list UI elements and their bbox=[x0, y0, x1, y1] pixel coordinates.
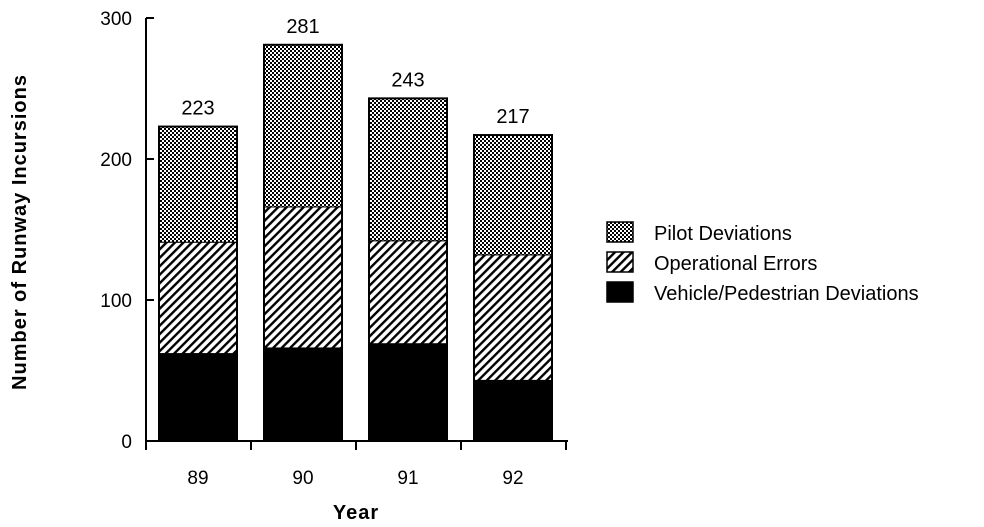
bar-segment-operational-errors bbox=[368, 240, 448, 345]
x-ticks: 89 90 91 92 bbox=[145, 441, 567, 489]
bar-outline bbox=[368, 97, 448, 443]
y-tick-label: 300 bbox=[100, 9, 132, 30]
bar-total-label: 243 bbox=[391, 69, 424, 91]
y-tick-label: 200 bbox=[100, 150, 132, 171]
legend: Pilot Deviations Operational Errors Vehicl… bbox=[606, 221, 919, 305]
bar-total-label: 217 bbox=[496, 106, 529, 128]
bar-outline bbox=[158, 125, 238, 442]
x-tick-label: 92 bbox=[502, 468, 523, 489]
legend-item: Vehicle/Pedestrian Deviations bbox=[606, 281, 919, 305]
bar-total-labels: 223 281 243 217 bbox=[181, 16, 529, 128]
bar-stack-92 bbox=[473, 134, 553, 442]
y-ticks: 0 100 200 300 bbox=[100, 9, 154, 453]
x-axis-title: Year bbox=[333, 502, 379, 524]
legend-swatch bbox=[606, 251, 634, 273]
bar-segment-operational-errors bbox=[473, 254, 553, 381]
bar-total-label: 223 bbox=[181, 98, 214, 120]
bar-total-label: 281 bbox=[286, 16, 319, 38]
bars bbox=[158, 43, 553, 443]
legend-label: Vehicle/Pedestrian Deviations bbox=[654, 283, 919, 305]
bar-stack-90 bbox=[263, 43, 343, 442]
bar-segment-pilot-deviations bbox=[368, 97, 448, 242]
legend-label: Operational Errors bbox=[654, 253, 817, 275]
bar-segment-operational-errors bbox=[158, 241, 238, 355]
bar-segment-operational-errors bbox=[263, 206, 343, 349]
bar-segment-pilot-deviations bbox=[473, 134, 553, 256]
y-axis: 0 100 200 300 bbox=[100, 9, 154, 453]
bar-stack-91 bbox=[368, 97, 448, 443]
legend-item: Pilot Deviations bbox=[606, 221, 792, 245]
legend-item: Operational Errors bbox=[606, 251, 817, 275]
x-tick-label: 90 bbox=[292, 468, 313, 489]
bar-segment-vehicle-pedestrian-deviations bbox=[158, 353, 238, 442]
x-tick-label: 91 bbox=[397, 468, 418, 489]
y-tick-label: 100 bbox=[100, 291, 132, 312]
bar-segment-vehicle-pedestrian-deviations bbox=[263, 347, 343, 442]
bar-segment-pilot-deviations bbox=[263, 44, 343, 208]
bar-stack-89 bbox=[158, 125, 238, 442]
bar-outline bbox=[263, 43, 343, 442]
x-axis: 89 90 91 92 bbox=[145, 440, 568, 489]
legend-swatch bbox=[606, 221, 634, 243]
y-tick-label: 0 bbox=[121, 432, 132, 453]
legend-label: Pilot Deviations bbox=[654, 223, 792, 245]
legend-swatch bbox=[606, 281, 634, 303]
y-axis-title: Number of Runway Incursions bbox=[9, 74, 31, 390]
bar-segment-pilot-deviations bbox=[158, 126, 238, 243]
bar-segment-vehicle-pedestrian-deviations bbox=[368, 343, 448, 442]
bar-outline bbox=[473, 134, 553, 442]
bar-segment-vehicle-pedestrian-deviations bbox=[473, 379, 553, 442]
x-tick-label: 89 bbox=[187, 468, 208, 489]
